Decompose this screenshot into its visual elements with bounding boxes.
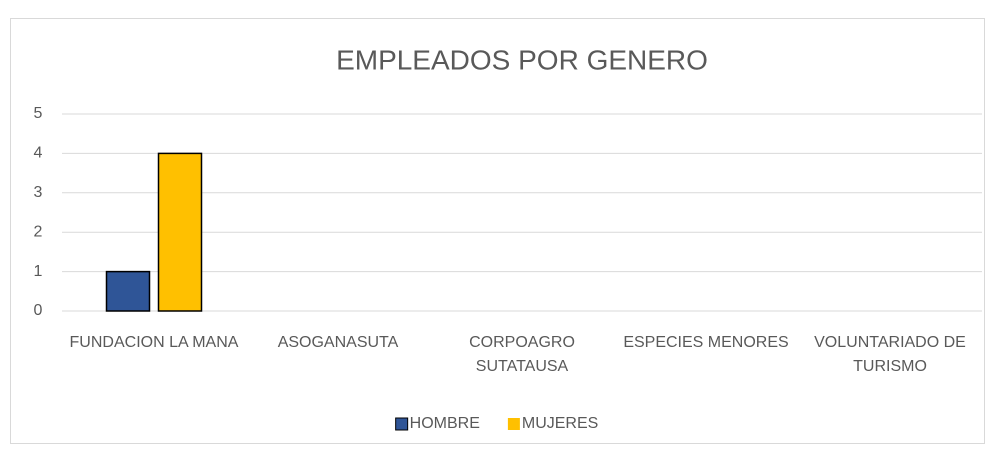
y-tick-label: 4 [34,145,43,162]
y-tick-label: 2 [34,223,43,240]
chart-frame [10,18,985,444]
y-tick-label: 0 [34,302,43,319]
bar [105,270,151,312]
x-tick-label: FUNDACION LA MANA [69,334,239,351]
chart-title: EMPLEADOS POR GENERO [336,44,708,75]
y-tick-label: 3 [34,184,43,201]
x-tick-label: CORPOAGRO SUTATAUSA [469,334,575,375]
legend-swatch [507,418,520,430]
legend-label: HOMBRE [410,415,480,432]
x-tick-label: VOLUNTARIADO DE TURISMO [814,334,966,375]
x-tick-label: ASOGANASUTA [277,334,399,351]
legend-label: MUJERES [522,415,598,432]
y-tick-label: 1 [34,263,43,280]
y-tick-label: 5 [34,105,43,122]
bar [157,152,203,312]
x-tick-label: ESPECIES MENORES [623,334,789,351]
legend-swatch [395,417,409,431]
